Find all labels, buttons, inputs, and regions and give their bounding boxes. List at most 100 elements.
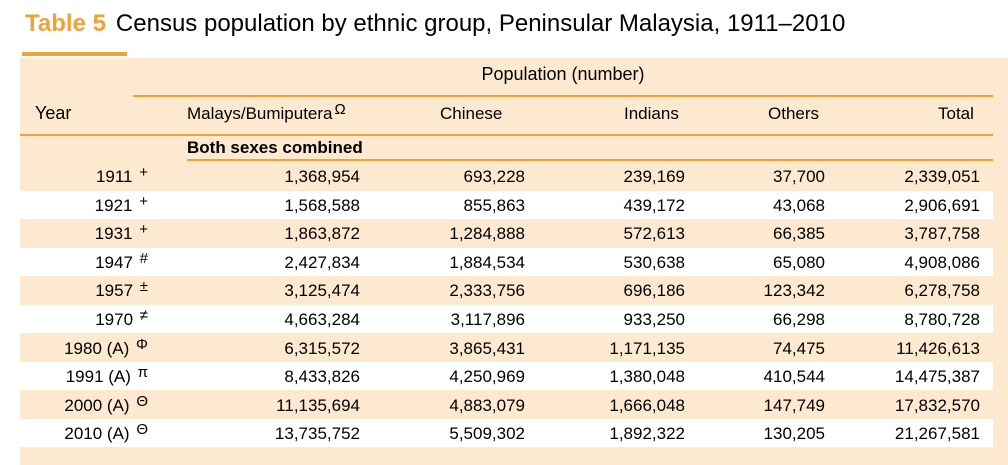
cell-others: 147,749 bbox=[763, 395, 825, 415]
table-row: 2000 (A) Θ 11,135,694 4,883,079 1,666,048 14… bbox=[20, 391, 993, 419]
cell-indians: 239,169 bbox=[623, 167, 685, 186]
row-year: 1931 + bbox=[95, 221, 148, 244]
row-footnote-symbol: Θ bbox=[136, 392, 148, 410]
cell-total: 11,426,613 bbox=[896, 338, 980, 358]
cell-others: 410,544 bbox=[763, 367, 825, 387]
cell-malays: 1,368,954 bbox=[284, 167, 360, 186]
cell-indians: 1,666,048 bbox=[609, 395, 685, 415]
cell-chinese: 1,884,534 bbox=[449, 252, 525, 272]
row-year: 2000 (A) Θ bbox=[64, 392, 148, 416]
table-caption: Census population by ethnic group, Penin… bbox=[115, 10, 846, 37]
census-table: Population (number) Year Malays/Bumipute… bbox=[20, 58, 1008, 465]
cell-total: 21,267,581 bbox=[894, 424, 980, 444]
cell-indians: 439,172 bbox=[623, 195, 685, 215]
section-label: Both sexes combined bbox=[187, 138, 363, 157]
cell-others: 43,068 bbox=[773, 195, 825, 215]
row-year: 1947 # bbox=[95, 250, 148, 273]
row-year-label: 1911 bbox=[95, 167, 133, 186]
col-header-others: Others bbox=[768, 104, 820, 123]
cell-malays: 8,433,826 bbox=[284, 367, 360, 387]
row-footnote-symbol: + bbox=[139, 221, 148, 239]
cell-indians: 1,892,322 bbox=[609, 424, 685, 444]
cell-total: 14,475,387 bbox=[894, 367, 980, 387]
cell-others: 123,342 bbox=[763, 281, 825, 301]
cell-indians: 572,613 bbox=[623, 224, 685, 244]
cell-chinese: 855,863 bbox=[463, 195, 525, 215]
table-row: 1911 +1,368,954 693,228 239,169 37,700 2,339… bbox=[20, 162, 993, 190]
cell-others: 66,298 bbox=[773, 310, 825, 329]
cell-others: 65,080 bbox=[773, 252, 825, 272]
row-year: 1980 (A) Φ bbox=[64, 336, 148, 359]
col-header-chinese: Chinese bbox=[440, 104, 503, 123]
row-year: 2010 (A) Θ bbox=[64, 421, 148, 444]
cell-malays: 3,125,474 bbox=[284, 281, 360, 301]
cell-chinese: 3,117,896 bbox=[450, 310, 525, 329]
row-footnote-symbol: + bbox=[139, 164, 148, 181]
cell-indians: 933,250 bbox=[623, 310, 685, 329]
cell-chinese: 4,250,969 bbox=[449, 367, 525, 387]
row-year: 1957 ± bbox=[95, 278, 148, 301]
column-header-rule bbox=[20, 134, 993, 136]
table-row: 1921 +1,568,588 855,863 439,172 43,068 2,906… bbox=[20, 190, 993, 219]
cell-malays: 4,663,284 bbox=[284, 310, 360, 329]
row-year: 1911 + bbox=[95, 164, 148, 187]
col-header-indians: Indians bbox=[624, 104, 679, 123]
row-year-label: 1970 bbox=[95, 310, 134, 329]
cell-indians: 1,380,048 bbox=[609, 367, 685, 387]
row-year: 1970 ≠ bbox=[95, 307, 148, 330]
cell-indians: 1,171,135 bbox=[609, 338, 685, 358]
row-footnote-symbol: ≠ bbox=[139, 307, 148, 324]
cell-indians: 530,638 bbox=[623, 252, 685, 272]
cell-others: 37,700 bbox=[773, 167, 825, 186]
cell-total: 3,787,758 bbox=[904, 224, 980, 244]
row-year-label: 1980 (A) bbox=[64, 338, 130, 358]
cell-indians: 696,186 bbox=[623, 281, 685, 301]
cell-total: 17,832,570 bbox=[894, 395, 980, 415]
cell-chinese: 2,333,756 bbox=[449, 281, 525, 301]
cell-malays: 2,427,834 bbox=[284, 252, 360, 272]
row-footnote-symbol: Θ bbox=[136, 421, 148, 439]
table-row: 2010 (A) Θ 13,735,752 5,509,302 1,892,322 13… bbox=[20, 419, 993, 448]
col-header-total: Total bbox=[938, 104, 974, 123]
group-header-rule bbox=[133, 95, 993, 97]
row-year-label: 1947 bbox=[95, 252, 133, 272]
row-footnote-symbol: π bbox=[137, 364, 148, 382]
cell-others: 74,475 bbox=[773, 338, 825, 358]
cell-malays: 13,735,752 bbox=[274, 424, 360, 444]
row-footnote-symbol: ± bbox=[139, 278, 148, 296]
cell-malays: 11,135,694 bbox=[276, 395, 360, 415]
table-row: 1980 (A) Φ 6,315,572 3,865,431 1,171,135 74,… bbox=[20, 334, 993, 362]
table-row: 1991 (A) π 8,433,826 4,250,969 1,380,048 410… bbox=[20, 362, 993, 391]
malays-footnote-symbol: Ω bbox=[334, 101, 346, 118]
cell-others: 130,205 bbox=[763, 424, 825, 444]
table-row: 1957 ±3,125,474 2,333,756 696,186 123,342 6,… bbox=[20, 276, 993, 304]
cell-chinese: 5,509,302 bbox=[449, 424, 525, 444]
cell-malays: 6,315,572 bbox=[284, 338, 360, 358]
section-rule bbox=[187, 159, 993, 161]
cell-total: 2,339,051 bbox=[904, 167, 980, 186]
row-year: 1991 (A) π bbox=[65, 364, 148, 387]
col-header-malays-label: Malays/Bumiputera bbox=[187, 104, 333, 123]
year-column-header: Year bbox=[35, 103, 72, 123]
cell-total: 2,906,691 bbox=[904, 195, 980, 215]
row-footnote-symbol: + bbox=[139, 192, 148, 210]
cell-chinese: 1,284,888 bbox=[449, 224, 525, 244]
row-year-label: 2010 (A) bbox=[64, 424, 130, 444]
row-year-label: 1921 bbox=[94, 195, 133, 215]
row-year-label: 1991 (A) bbox=[65, 367, 131, 387]
row-year: 1921 + bbox=[94, 192, 148, 216]
cell-total: 6,278,758 bbox=[904, 281, 980, 301]
table-row: 1947 # 2,427,834 1,884,534 530,638 65,080 4,9… bbox=[20, 247, 993, 276]
cell-total: 8,780,728 bbox=[904, 310, 980, 329]
cell-others: 66,385 bbox=[773, 224, 825, 244]
cell-malays: 1,863,872 bbox=[284, 224, 360, 244]
population-group-header: Population (number) bbox=[481, 64, 645, 84]
cell-chinese: 693,228 bbox=[463, 167, 525, 186]
table-number: Table 5 bbox=[25, 10, 106, 37]
title-underline bbox=[22, 52, 127, 56]
table-title: Table 5 Census population by ethnic group… bbox=[25, 10, 845, 38]
cell-total: 4,908,086 bbox=[904, 252, 980, 272]
col-header-malays: Malays/Bumiputera Ω bbox=[187, 101, 346, 124]
row-year-label: 1957 bbox=[95, 281, 134, 301]
cell-malays: 1,568,588 bbox=[284, 195, 360, 215]
